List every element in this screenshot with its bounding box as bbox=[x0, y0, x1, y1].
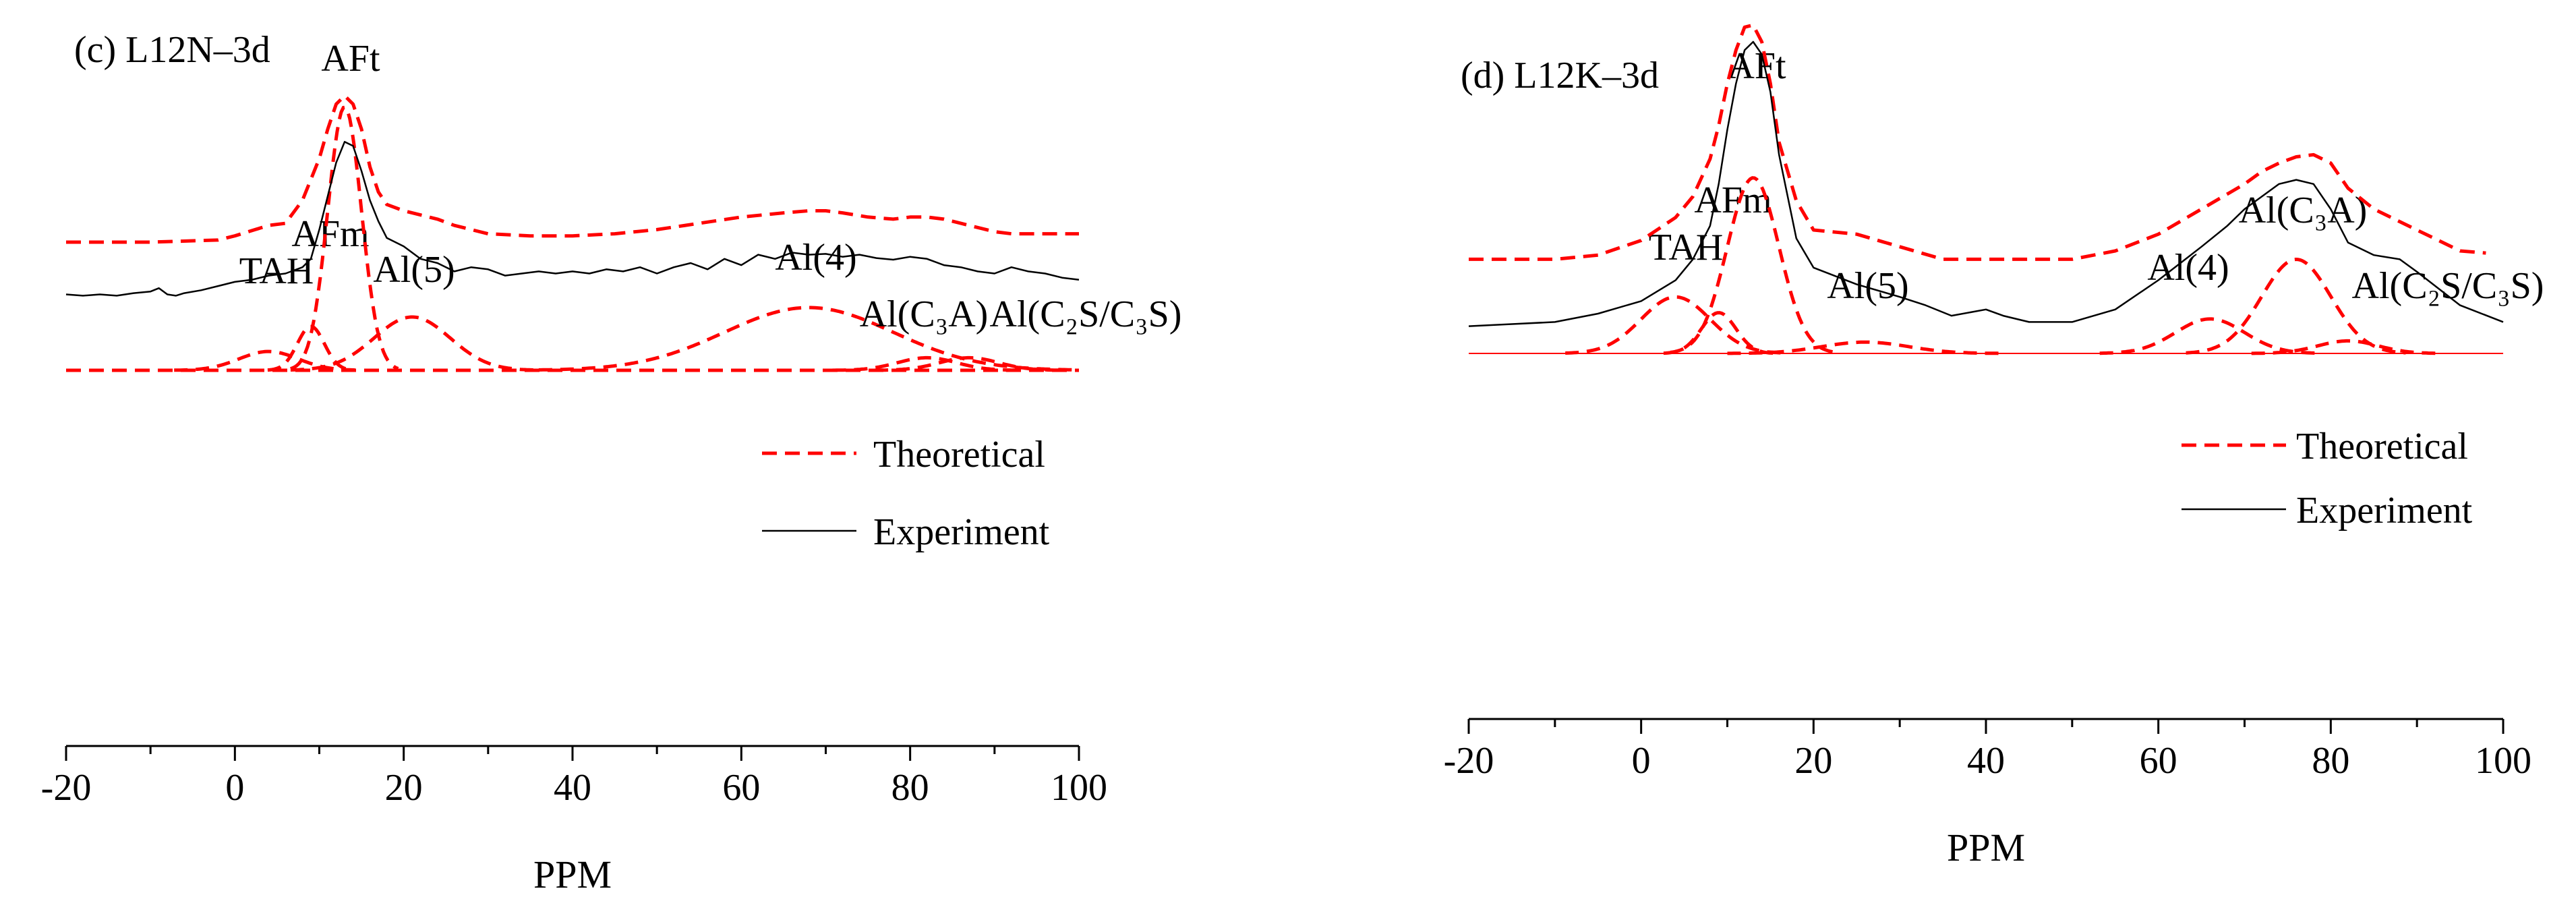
x-tick-label: -20 bbox=[41, 767, 92, 809]
x-tick-label: 80 bbox=[891, 767, 929, 809]
x-tick-label: 20 bbox=[1794, 740, 1832, 782]
x-axis-label: PPM bbox=[533, 853, 612, 896]
fit-component-al-c2s-c3s- bbox=[2251, 339, 2444, 355]
fit-component-al-c3a- bbox=[832, 355, 1021, 372]
legend-theoretical-label: Theoretical bbox=[873, 434, 1045, 476]
theoretical-line bbox=[66, 94, 1079, 244]
x-tick-label: 60 bbox=[722, 767, 760, 809]
x-tick-label: 100 bbox=[1051, 767, 1107, 809]
component-label: TAH bbox=[1649, 227, 1724, 268]
x-axis-label: PPM bbox=[1947, 826, 2025, 869]
x-tick-label: 80 bbox=[2312, 740, 2349, 782]
x-tick-label: 0 bbox=[1632, 740, 1651, 782]
component-label: Al(C₂S/C₃S) bbox=[2352, 265, 2544, 307]
x-tick-label: 100 bbox=[2475, 740, 2531, 782]
component-label: Al(4) bbox=[2147, 247, 2229, 289]
legend-experiment-label: Experiment bbox=[2296, 490, 2473, 531]
experiment-line bbox=[1468, 40, 2504, 327]
legend-experiment-label: Experiment bbox=[873, 511, 1050, 553]
component-label: AFm bbox=[291, 213, 369, 255]
experiment-line bbox=[65, 140, 1080, 297]
component-label: Al(C₃A) bbox=[860, 293, 989, 335]
panel-label: (c) L12N–3d bbox=[74, 29, 270, 71]
component-label: Al(C₂S/C₃S) bbox=[990, 293, 1182, 335]
x-tick-label: -20 bbox=[1444, 740, 1494, 782]
fit-component-tah bbox=[1565, 295, 1786, 355]
theoretical-line bbox=[1469, 23, 2486, 261]
component-label: AFm bbox=[1694, 179, 1772, 221]
panel-label: (d) L12K–3d bbox=[1461, 55, 1659, 96]
fit-component-al-4- bbox=[538, 306, 1079, 372]
fit-component-aft bbox=[1670, 176, 1835, 354]
x-tick-label: 20 bbox=[385, 767, 423, 809]
component-label: TAH bbox=[239, 250, 314, 292]
component-label: Al(5) bbox=[1827, 265, 1908, 307]
fit-component-al-4- bbox=[2099, 317, 2320, 355]
x-tick-label: 60 bbox=[2140, 740, 2177, 782]
fit-component-al-5- bbox=[1727, 340, 2003, 355]
component-label: Al(5) bbox=[373, 249, 455, 291]
component-label: Al(C₃A) bbox=[2239, 190, 2368, 231]
x-tick-label: 0 bbox=[225, 767, 244, 809]
component-label: AFt bbox=[321, 38, 380, 80]
fit-component-afm bbox=[1663, 311, 1774, 355]
x-tick-label: 40 bbox=[1967, 740, 2005, 782]
fit-component-al-c2s-c3s- bbox=[875, 355, 1063, 372]
component-label: Al(4) bbox=[775, 237, 856, 279]
x-tick-label: 40 bbox=[554, 767, 591, 809]
fit-component-al-5- bbox=[290, 315, 533, 372]
fit-component-afm bbox=[267, 324, 353, 372]
fit-component-aft bbox=[290, 105, 399, 371]
legend-theoretical-label: Theoretical bbox=[2296, 426, 2468, 467]
fit-component-tah bbox=[174, 349, 362, 372]
